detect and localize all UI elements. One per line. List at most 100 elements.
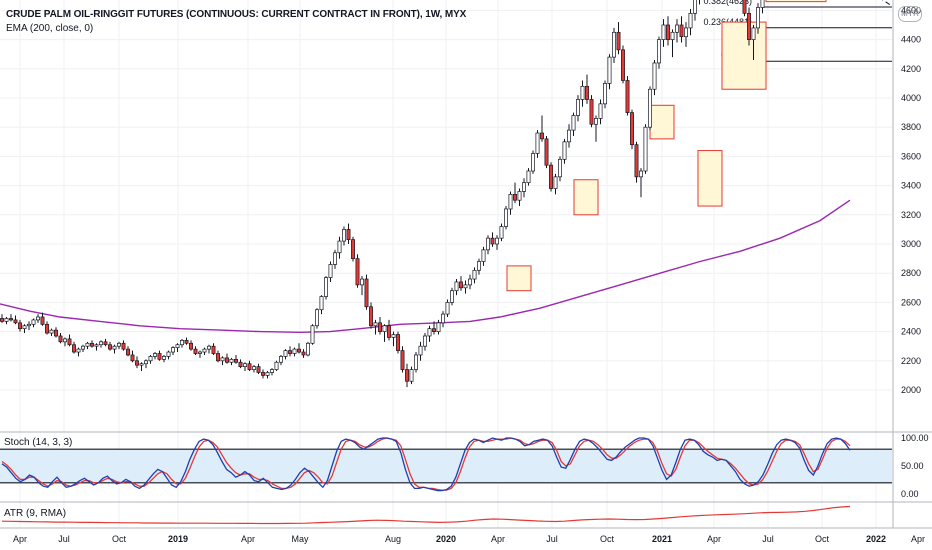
- candle-body: [625, 80, 630, 113]
- candle-body: [27, 323, 31, 327]
- candle-body: [157, 353, 162, 360]
- candle-body: [612, 31, 616, 58]
- candle-body: [198, 351, 202, 354]
- candle-body: [279, 356, 283, 363]
- time-tick-label: Jul: [762, 534, 774, 544]
- price-tick-label: 2600: [901, 297, 921, 307]
- candle-body: [265, 372, 270, 376]
- price-tick-label: 2800: [901, 268, 921, 278]
- time-tick-label: Oct: [815, 534, 830, 544]
- candle-body: [567, 129, 571, 143]
- candle-body: [405, 369, 409, 382]
- candle-body: [49, 329, 54, 334]
- candle-body: [211, 345, 216, 354]
- candle-body: [432, 328, 436, 332]
- chart-title: CRUDE PALM OIL-RINGGIT FUTURES (CONTINUO…: [6, 9, 467, 20]
- stoch-k-line: [1, 437, 851, 492]
- stoch-label[interactable]: Stoch (14, 3, 3): [4, 437, 73, 448]
- candle-body: [355, 258, 360, 286]
- candle-body: [756, 7, 760, 29]
- candle-body: [351, 239, 355, 259]
- candle-body: [589, 99, 594, 125]
- pattern-highlight-box: [573, 179, 599, 216]
- candle-body: [45, 323, 49, 334]
- time-tick-label: Oct: [600, 534, 615, 544]
- time-tick-label: Apr: [241, 534, 255, 544]
- candle-body: [76, 348, 81, 353]
- candle-body: [108, 344, 112, 350]
- candle-body: [657, 39, 661, 64]
- time-tick-label: 2022: [866, 534, 886, 544]
- price-tick-label: 3400: [901, 181, 921, 191]
- price-tick-label: 3600: [901, 151, 921, 161]
- candle-body: [67, 338, 72, 346]
- stoch-tick-label: 100.00: [901, 433, 929, 443]
- time-tick-label: 2021: [652, 534, 672, 544]
- candle-body: [319, 296, 324, 311]
- candle-body: [630, 112, 634, 146]
- candle-body: [261, 372, 265, 376]
- candle-body: [310, 325, 315, 344]
- time-tick-label: Apr: [911, 534, 925, 544]
- candle-body: [337, 240, 342, 254]
- candle-body: [513, 194, 517, 201]
- time-tick-label: Apr: [707, 534, 721, 544]
- candle-body: [400, 350, 405, 370]
- candle-body: [382, 325, 387, 332]
- price-tick-label: 4600: [901, 5, 921, 15]
- candle-body: [324, 277, 328, 297]
- candle-body: [301, 351, 306, 356]
- stoch-tick-label: 0.00: [901, 489, 919, 499]
- candle-body: [220, 357, 225, 362]
- candle-body: [585, 85, 589, 100]
- candle-body: [306, 342, 310, 356]
- candle-body: [13, 319, 18, 324]
- candle-body: [63, 338, 67, 343]
- candle-body: [594, 118, 598, 125]
- ema-indicator-label[interactable]: EMA (200, close, 0): [6, 23, 94, 34]
- candle-body: [243, 363, 247, 367]
- candle-body: [369, 306, 373, 327]
- candle-body: [85, 342, 90, 347]
- candle-body: [130, 354, 135, 362]
- candle-body: [315, 309, 319, 327]
- candle-body: [90, 342, 94, 347]
- currency-badge[interactable]: MYR: [898, 6, 922, 22]
- candle-body: [391, 334, 396, 338]
- candle-body: [202, 348, 207, 353]
- candle-body: [342, 229, 346, 242]
- candle-body: [436, 322, 441, 332]
- candle-body: [607, 56, 612, 84]
- time-tick-label: Oct: [112, 534, 127, 544]
- candle-body: [742, 0, 747, 14]
- candle-body: [54, 329, 58, 337]
- candle-body: [112, 345, 117, 350]
- candle-body: [670, 31, 675, 40]
- candle-body: [760, 0, 765, 8]
- candle-body: [139, 363, 144, 366]
- candle-body: [531, 153, 535, 172]
- candle-body: [225, 357, 229, 363]
- candle-body: [4, 318, 9, 322]
- candle-body: [40, 316, 45, 325]
- pattern-highlight-box: [721, 21, 767, 90]
- candle-body: [486, 237, 490, 251]
- candle-body: [207, 345, 211, 350]
- price-tick-label: 2200: [901, 356, 921, 366]
- candle-body: [540, 132, 544, 140]
- candle-body: [490, 237, 495, 245]
- candle-body: [171, 347, 175, 353]
- candle-body: [634, 144, 639, 178]
- candle-body: [571, 115, 576, 131]
- candle-body: [549, 164, 553, 189]
- price-tick-label: 4400: [901, 35, 921, 45]
- candle-body: [297, 348, 301, 353]
- candle-body: [360, 278, 364, 286]
- candle-body: [747, 12, 751, 40]
- candle-body: [148, 356, 153, 362]
- atr-label[interactable]: ATR (9, RMA): [4, 508, 67, 519]
- time-tick-label: Aug: [385, 534, 401, 544]
- candle-body: [94, 344, 99, 347]
- candle-body: [283, 350, 288, 357]
